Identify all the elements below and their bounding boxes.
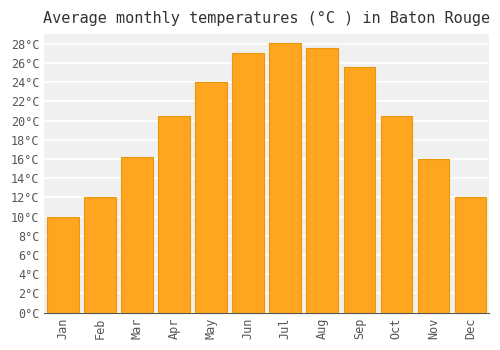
Bar <box>232 54 264 313</box>
Bar <box>122 157 153 313</box>
Bar <box>380 116 412 313</box>
Bar <box>418 159 449 313</box>
Bar <box>344 67 375 313</box>
Bar <box>270 43 301 313</box>
Bar <box>158 116 190 313</box>
Bar <box>306 48 338 313</box>
Bar <box>196 82 227 313</box>
Bar <box>47 217 78 313</box>
Title: Average monthly temperatures (°C ) in Baton Rouge: Average monthly temperatures (°C ) in Ba… <box>43 11 490 26</box>
Bar <box>454 197 486 313</box>
Bar <box>84 197 116 313</box>
